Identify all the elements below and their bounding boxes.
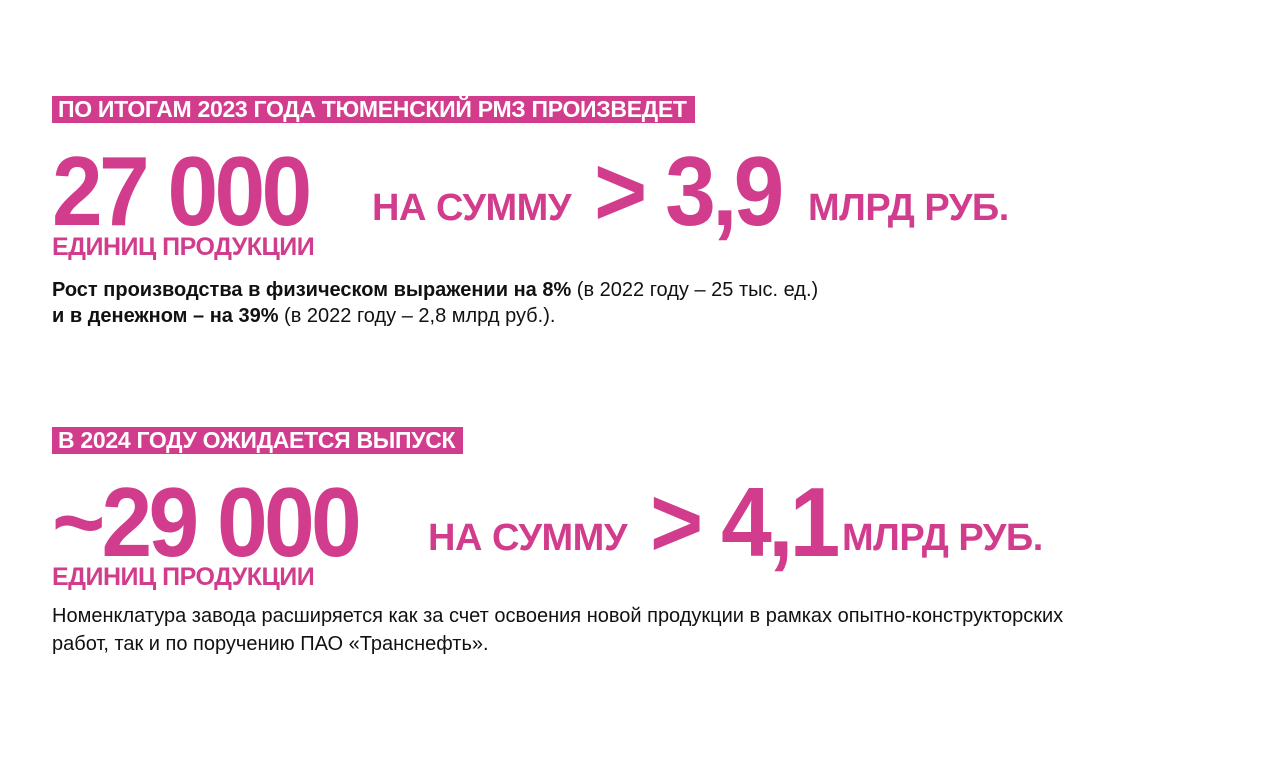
section-banner: ПО ИТОГАМ 2023 ГОДА ТЮМЕНСКИЙ РМЗ ПРОИЗВ… bbox=[52, 96, 695, 123]
sum-label: НА СУММУ bbox=[372, 187, 571, 229]
description-line-1: Рост производства в физическом выражении… bbox=[52, 277, 818, 303]
sum-value: > 3,9 bbox=[594, 136, 784, 246]
sum-label: НА СУММУ bbox=[428, 517, 627, 559]
units-label: ЕДИНИЦ ПРОДУКЦИИ bbox=[52, 563, 315, 591]
description-text: (в 2022 году – 25 тыс. ед.) bbox=[571, 279, 819, 301]
units-label: ЕДИНИЦ ПРОДУКЦИИ bbox=[52, 233, 315, 261]
description-bold: и в денежном – на 39% bbox=[52, 305, 279, 327]
sum-unit: МЛРД РУБ. bbox=[808, 187, 1009, 229]
units-value: ~29 000 bbox=[52, 467, 362, 577]
sum-unit: МЛРД РУБ. bbox=[842, 517, 1043, 559]
description-bold: Рост производства в физическом выражении… bbox=[52, 279, 572, 301]
description-text: (в 2022 году – 2,8 млрд руб.). bbox=[278, 305, 556, 327]
description-line-1: Номенклатура завода расширяется как за с… bbox=[52, 605, 1064, 627]
description-line-2: работ, так и по поручению ПАО «Транснефт… bbox=[52, 633, 489, 655]
section-banner: В 2024 ГОДУ ОЖИДАЕТСЯ ВЫПУСК bbox=[52, 427, 464, 454]
description-line-2: и в денежном – на 39% (в 2022 году – 2,8… bbox=[52, 303, 555, 329]
sum-value: > 4,1 bbox=[650, 467, 840, 577]
units-value: 27 000 bbox=[52, 136, 312, 246]
